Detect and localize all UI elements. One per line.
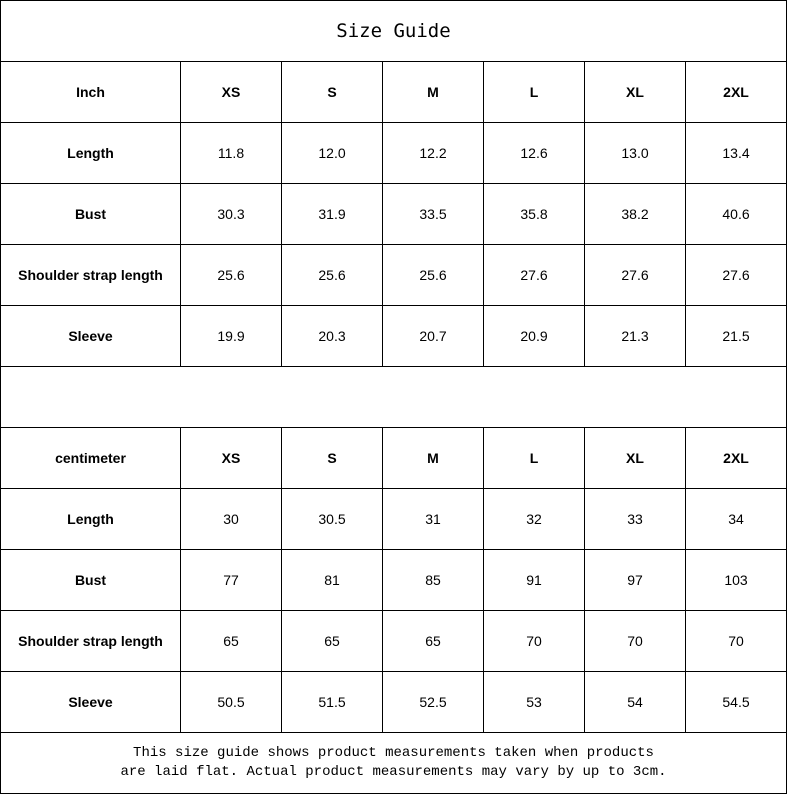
row-label: Shoulder strap length — [0, 610, 181, 672]
size-header: M — [382, 427, 484, 489]
measurement-cell: 91 — [483, 549, 585, 611]
table-spacer — [0, 366, 787, 428]
size-header: 2XL — [685, 61, 787, 123]
table-row: Length 30 30.5 31 32 33 34 — [0, 488, 787, 550]
measurement-cell: 25.6 — [281, 244, 383, 306]
measurement-cell: 51.5 — [281, 671, 383, 733]
unit-header: centimeter — [0, 427, 181, 489]
measurement-cell: 97 — [584, 549, 686, 611]
measurement-cell: 70 — [584, 610, 686, 672]
measurement-cell: 85 — [382, 549, 484, 611]
note-line: are laid flat. Actual product measuremen… — [120, 764, 667, 780]
measurement-cell: 54 — [584, 671, 686, 733]
measurement-cell: 13.4 — [685, 122, 787, 184]
table-row: Length 11.8 12.0 12.2 12.6 13.0 13.4 — [0, 122, 787, 184]
row-label: Bust — [0, 549, 181, 611]
measurement-cell: 70 — [483, 610, 585, 672]
measurement-cell: 38.2 — [584, 183, 686, 245]
size-header: 2XL — [685, 427, 787, 489]
measurement-cell: 65 — [180, 610, 282, 672]
measurement-cell: 65 — [281, 610, 383, 672]
measurement-cell: 30 — [180, 488, 282, 550]
measurement-cell: 53 — [483, 671, 585, 733]
measurement-cell: 27.6 — [483, 244, 585, 306]
measurement-cell: 20.9 — [483, 305, 585, 367]
table-row: Bust 77 81 85 91 97 103 — [0, 549, 787, 611]
measurement-cell: 35.8 — [483, 183, 585, 245]
measurement-cell: 12.2 — [382, 122, 484, 184]
measurement-cell: 19.9 — [180, 305, 282, 367]
measurement-note: This size guide shows product measuremen… — [0, 732, 787, 794]
table-row: Bust 30.3 31.9 33.5 35.8 38.2 40.6 — [0, 183, 787, 245]
measurement-cell: 25.6 — [180, 244, 282, 306]
measurement-cell: 30.3 — [180, 183, 282, 245]
header-row: centimeter XS S M L XL 2XL — [0, 427, 787, 489]
size-header: XS — [180, 427, 282, 489]
page-title: Size Guide — [0, 0, 787, 62]
measurement-cell: 13.0 — [584, 122, 686, 184]
row-label: Bust — [0, 183, 181, 245]
measurement-cell: 77 — [180, 549, 282, 611]
unit-header: Inch — [0, 61, 181, 123]
row-label: Length — [0, 488, 181, 550]
table-row: Shoulder strap length 25.6 25.6 25.6 27.6 27.… — [0, 244, 787, 306]
measurement-cell: 33.5 — [382, 183, 484, 245]
measurement-cell: 32 — [483, 488, 585, 550]
row-label: Shoulder strap length — [0, 244, 181, 306]
measurement-cell: 21.3 — [584, 305, 686, 367]
size-header: XL — [584, 427, 686, 489]
size-header: L — [483, 61, 585, 123]
measurement-cell: 12.0 — [281, 122, 383, 184]
measurement-cell: 40.6 — [685, 183, 787, 245]
measurement-cell: 25.6 — [382, 244, 484, 306]
measurement-cell: 33 — [584, 488, 686, 550]
table-row: Sleeve 50.5 51.5 52.5 53 54 54.5 — [0, 671, 787, 733]
measurement-cell: 70 — [685, 610, 787, 672]
note-line: This size guide shows product measuremen… — [133, 745, 654, 761]
size-header: S — [281, 61, 383, 123]
row-label: Length — [0, 122, 181, 184]
measurement-cell: 31.9 — [281, 183, 383, 245]
measurement-cell: 52.5 — [382, 671, 484, 733]
measurement-cell: 103 — [685, 549, 787, 611]
size-header: XL — [584, 61, 686, 123]
size-header: M — [382, 61, 484, 123]
measurement-cell: 34 — [685, 488, 787, 550]
measurement-cell: 20.3 — [281, 305, 383, 367]
measurement-cell: 31 — [382, 488, 484, 550]
measurement-cell: 20.7 — [382, 305, 484, 367]
measurement-cell: 27.6 — [685, 244, 787, 306]
row-label: Sleeve — [0, 671, 181, 733]
measurement-cell: 54.5 — [685, 671, 787, 733]
table-row: Sleeve 19.9 20.3 20.7 20.9 21.3 21.5 — [0, 305, 787, 367]
measurement-cell: 65 — [382, 610, 484, 672]
measurement-cell: 30.5 — [281, 488, 383, 550]
measurement-cell: 12.6 — [483, 122, 585, 184]
measurement-cell: 21.5 — [685, 305, 787, 367]
size-header: S — [281, 427, 383, 489]
row-label: Sleeve — [0, 305, 181, 367]
size-header: L — [483, 427, 585, 489]
measurement-cell: 27.6 — [584, 244, 686, 306]
header-row: Inch XS S M L XL 2XL — [0, 61, 787, 123]
measurement-cell: 11.8 — [180, 122, 282, 184]
measurement-cell: 81 — [281, 549, 383, 611]
size-header: XS — [180, 61, 282, 123]
table-row: Shoulder strap length 65 65 65 70 70 70 — [0, 610, 787, 672]
measurement-cell: 50.5 — [180, 671, 282, 733]
